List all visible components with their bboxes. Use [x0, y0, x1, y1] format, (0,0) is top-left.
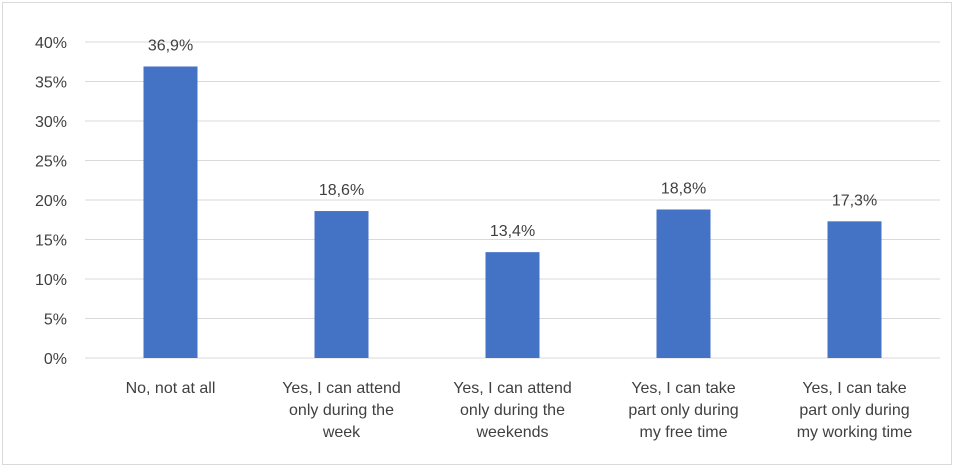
x-category-label: No, not at all: [126, 380, 216, 397]
y-axis-tick-labels: 0% 5% 10% 15% 20% 25% 30% 35% 40%: [35, 35, 67, 368]
y-tick-label: 40%: [35, 35, 67, 52]
x-category-label: Yes, I can attend only during the week: [282, 380, 401, 441]
data-label: 17,3%: [832, 192, 877, 209]
y-tick-label: 5%: [44, 312, 67, 329]
data-label: 13,4%: [490, 223, 535, 240]
x-category-label-line: part only during: [628, 402, 738, 419]
bar: [143, 66, 198, 359]
y-tick-label: 10%: [35, 272, 67, 289]
x-category-label-line: my free time: [639, 424, 727, 441]
data-label: 18,8%: [661, 180, 706, 197]
x-category-label-line: my working time: [797, 424, 913, 441]
bar: [656, 209, 711, 358]
bar-chart: 0% 5% 10% 15% 20% 25% 30% 35% 40% 36,9% 18,6% 13,4…: [35, 35, 940, 441]
x-category-label-line: No, not at all: [126, 380, 216, 397]
x-axis-category-labels: No, not at all Yes, I can attend only duri…: [126, 380, 913, 441]
bar: [827, 221, 882, 358]
y-tick-label: 25%: [35, 154, 67, 171]
x-category-label-line: only during the: [460, 402, 565, 419]
x-category-label-line: Yes, I can take: [631, 380, 735, 397]
data-label: 18,6%: [319, 182, 364, 199]
x-category-label-line: Yes, I can attend: [282, 380, 401, 397]
x-category-label-line: week: [322, 424, 361, 441]
y-tick-label: 15%: [35, 233, 67, 250]
y-tick-label: 0%: [44, 351, 67, 368]
bars: [143, 66, 882, 359]
data-labels: 36,9% 18,6% 13,4% 18,8% 17,3%: [148, 37, 877, 240]
y-tick-label: 20%: [35, 193, 67, 210]
x-category-label-line: weekends: [475, 424, 548, 441]
bar: [485, 252, 540, 358]
y-tick-label: 30%: [35, 114, 67, 131]
x-category-label-line: only during the: [289, 402, 394, 419]
data-label: 36,9%: [148, 37, 193, 54]
x-category-label: Yes, I can attend only during the weekends: [453, 380, 572, 441]
x-category-label: Yes, I can take part only during my free t…: [628, 380, 738, 441]
bar: [314, 211, 369, 358]
y-tick-label: 35%: [35, 75, 67, 92]
x-category-label: Yes, I can take part only during my workin…: [797, 380, 913, 441]
x-category-label-line: Yes, I can attend: [453, 380, 572, 397]
x-category-label-line: Yes, I can take: [802, 380, 906, 397]
gridlines: [85, 41, 940, 359]
x-category-label-line: part only during: [799, 402, 909, 419]
